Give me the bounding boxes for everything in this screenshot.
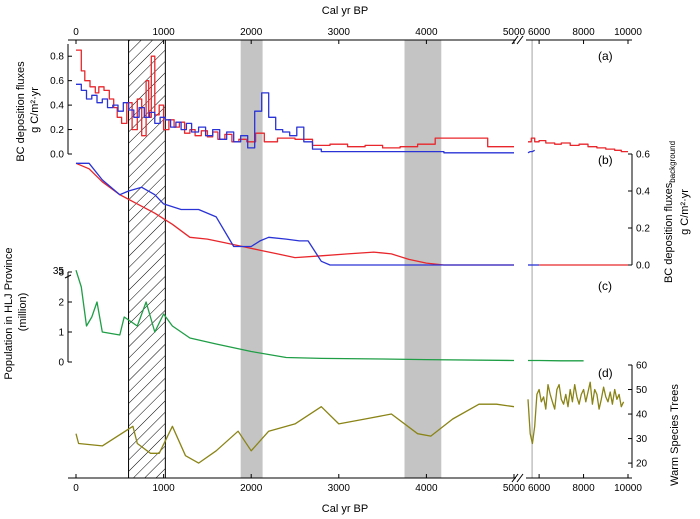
panel-c-y-title: Population in HLJ Province (million) — [3, 244, 29, 379]
panel-3-y-tick-label-1: 30 — [636, 434, 648, 445]
x-axis-title-bottom: Cal yr BP — [322, 503, 368, 515]
x-tick-label-top-6: 6000 — [528, 27, 551, 38]
shaded-period-2 — [531, 40, 533, 478]
panel-c-y-title-line2: (million) — [17, 293, 29, 332]
x-tick-label-top-5: 5000 — [503, 27, 526, 38]
x-tick-label-bottom-3: 3000 — [328, 483, 351, 494]
panel-1-y-tick-label-3: 0.6 — [636, 150, 650, 161]
x-tick-label-bottom-7: 8000 — [572, 483, 595, 494]
panel-2-y-break-mark — [64, 274, 72, 279]
shaded-period-0 — [240, 40, 263, 478]
panel-0-y-tick-label-2: 0.4 — [50, 101, 64, 112]
panel-2-y-tick-label-1: 1 — [58, 328, 64, 339]
panel-3-y-tick-label-0: 20 — [636, 459, 648, 470]
panel-0-y-tick-label-1: 0.2 — [50, 125, 64, 136]
x-tick-label-bottom-1: 1000 — [152, 483, 175, 494]
panel-2-y-tick-label-3: 3 — [58, 268, 64, 279]
x-axis-bottom-break-mark-2 — [516, 473, 524, 483]
panel-3-y-tick-label-2: 40 — [636, 410, 648, 421]
panel-0-series-blue-1 — [76, 83, 514, 154]
x-tick-label-top-1: 1000 — [152, 27, 175, 38]
panel-b-y-title-sub: background — [668, 141, 677, 183]
x-axis-title-top: Cal yr BP — [322, 5, 368, 17]
panel-3-series-olive-0 — [75, 403, 515, 464]
x-tick-label-bottom-2: 2000 — [240, 483, 263, 494]
panel-1-series-red-0 — [75, 162, 514, 266]
panel-0-y-tick-label-3: 0.6 — [50, 76, 64, 87]
panel-0-series-blue-3 — [527, 149, 536, 154]
x-tick-label-top-3: 3000 — [328, 27, 351, 38]
x-tick-label-bottom-0: 0 — [73, 483, 79, 494]
panel-2-y-tick-label-2: 2 — [58, 298, 64, 309]
x-tick-label-bottom-4: 4000 — [415, 483, 438, 494]
axes — [64, 35, 633, 483]
panel-c-y-title-line1: Population in HLJ Province — [3, 247, 15, 379]
panel-b-y-title-line2: g C/m²·yr — [679, 189, 691, 235]
x-tick-label-bottom-8: 10000 — [614, 483, 642, 494]
panel-1-y-tick-label-2: 0.4 — [636, 187, 650, 198]
x-axis-bottom-break-mark-1 — [511, 473, 519, 483]
panel-a-y-title-line1: BC deposition fluxes — [15, 61, 27, 162]
shaded-period-1 — [404, 40, 442, 478]
x-tick-label-top-2: 2000 — [240, 27, 263, 38]
panel-d-y-title: Warm Species Trees — [669, 384, 681, 486]
panel-3-y-tick-label-3: 50 — [636, 385, 648, 396]
panel-2-y-break-label-0: 35 — [53, 266, 65, 277]
panel-0-series-red-2 — [528, 137, 628, 153]
panel-3-y-tick-label-4: 60 — [636, 361, 648, 372]
x-tick-label-top-7: 8000 — [572, 27, 595, 38]
x-tick-label-top-4: 4000 — [415, 27, 438, 38]
panel-d-label: (d) — [598, 366, 613, 380]
x-tick-label-top-8: 10000 — [614, 27, 642, 38]
x-tick-label-bottom-5: 5000 — [503, 483, 526, 494]
panel-a-label: (a) — [598, 49, 613, 63]
panel-b-y-title-main: BC deposition fluxes — [663, 182, 675, 283]
panel-3-series-olive-1 — [527, 381, 625, 445]
panel-1-series-blue-1 — [76, 162, 514, 266]
tick-labels: 0 0 1000 1000 2000 2000 3000 3000 4000 4000 5000 50… — [50, 27, 650, 494]
shaded-periods — [128, 39, 533, 479]
x-tick-label-bottom-6: 6000 — [528, 483, 551, 494]
panel-1-y-tick-label-1: 0.2 — [636, 224, 650, 235]
x-axis-top-break-mark-1 — [511, 35, 519, 45]
panel-2-y-tick-label-0: 0 — [58, 358, 64, 369]
panel-c-label: (c) — [598, 279, 612, 293]
panel-0-series-red-0 — [76, 49, 514, 149]
panel-a-y-title: BC deposition fluxes g C/m²·yr — [15, 58, 41, 161]
data-series — [75, 49, 628, 464]
panel-2-series-green-0 — [75, 270, 515, 362]
panel-b-y-title-line1: BC deposition fluxesbackground — [663, 141, 677, 283]
panel-1-y-tick-label-0: 0.0 — [636, 261, 650, 272]
x-axis-top-break-mark-2 — [516, 35, 524, 45]
panel-0-y-tick-label-4: 0.8 — [50, 52, 64, 63]
panel-a-y-title-line2: g C/m²·yr — [29, 87, 41, 133]
panel-b-label: (b) — [598, 153, 613, 167]
x-tick-label-top-0: 0 — [73, 27, 79, 38]
panel-0-y-tick-label-0: 0.0 — [50, 150, 64, 161]
